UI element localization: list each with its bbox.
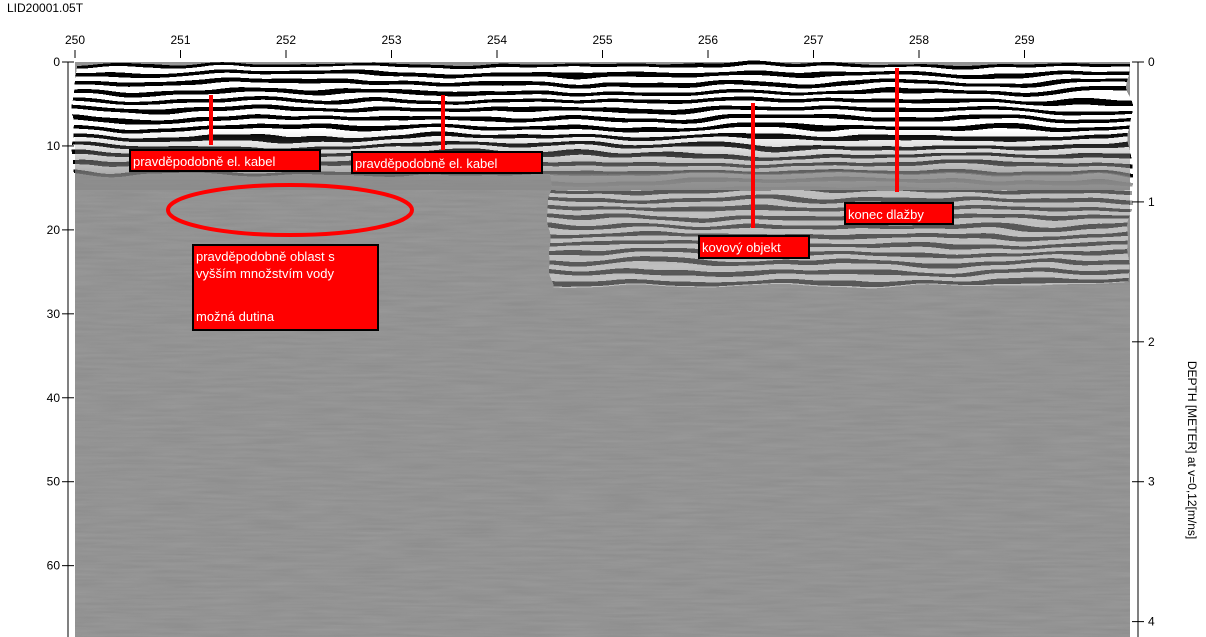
right-tick-label: 3 xyxy=(1148,475,1155,489)
top-tick-label: 254 xyxy=(487,33,507,47)
right-tick-label: 2 xyxy=(1148,335,1155,349)
top-tick-label: 252 xyxy=(276,33,296,47)
top-tick-label: 258 xyxy=(909,33,929,47)
top-tick-label: 259 xyxy=(1014,33,1034,47)
file-title: LID20001.05T xyxy=(7,1,84,15)
top-tick-label: 257 xyxy=(803,33,823,47)
annotation-text: vyšším množstvím vody xyxy=(196,266,334,281)
left-tick-label: 50 xyxy=(47,475,61,489)
left-tick-label: 10 xyxy=(47,139,61,153)
left-tick-label: 20 xyxy=(47,223,61,237)
right-tick-label: 4 xyxy=(1148,615,1155,629)
annotation-text: kovový objekt xyxy=(702,240,781,255)
annotation-text: pravděpodobně el. kabel xyxy=(355,156,498,171)
left-tick-label: 40 xyxy=(47,391,61,405)
annotation-text: možná dutina xyxy=(196,309,275,324)
top-tick-label: 255 xyxy=(592,33,612,47)
top-tick-label: 256 xyxy=(698,33,718,47)
right-tick-label: 0 xyxy=(1148,55,1155,69)
top-tick-label: 253 xyxy=(381,33,401,47)
left-tick-label: 30 xyxy=(47,307,61,321)
top-tick-label: 250 xyxy=(65,33,85,47)
left-tick-label: 0 xyxy=(53,55,60,69)
annotation-text: konec dlažby xyxy=(848,207,924,222)
left-tick-label: 60 xyxy=(47,559,61,573)
annotation-text: pravděpodobně el. kabel xyxy=(133,154,276,169)
radargram: LID20001.05T DEPTH [METER] at v=0,12[m/n… xyxy=(0,0,1206,637)
right-tick-label: 1 xyxy=(1148,195,1155,209)
top-tick-label: 251 xyxy=(170,33,190,47)
annotation-text: pravděpodobně oblast s xyxy=(196,249,335,264)
right-axis-label: DEPTH [METER] at v=0,12[m/ns] xyxy=(1185,361,1199,539)
